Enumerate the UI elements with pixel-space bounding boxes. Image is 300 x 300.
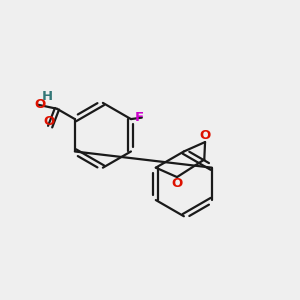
Text: O: O <box>43 115 54 128</box>
Text: F: F <box>134 111 143 124</box>
Text: O: O <box>171 177 183 190</box>
Text: H: H <box>42 90 53 103</box>
Text: O: O <box>34 98 45 111</box>
Text: O: O <box>200 129 211 142</box>
